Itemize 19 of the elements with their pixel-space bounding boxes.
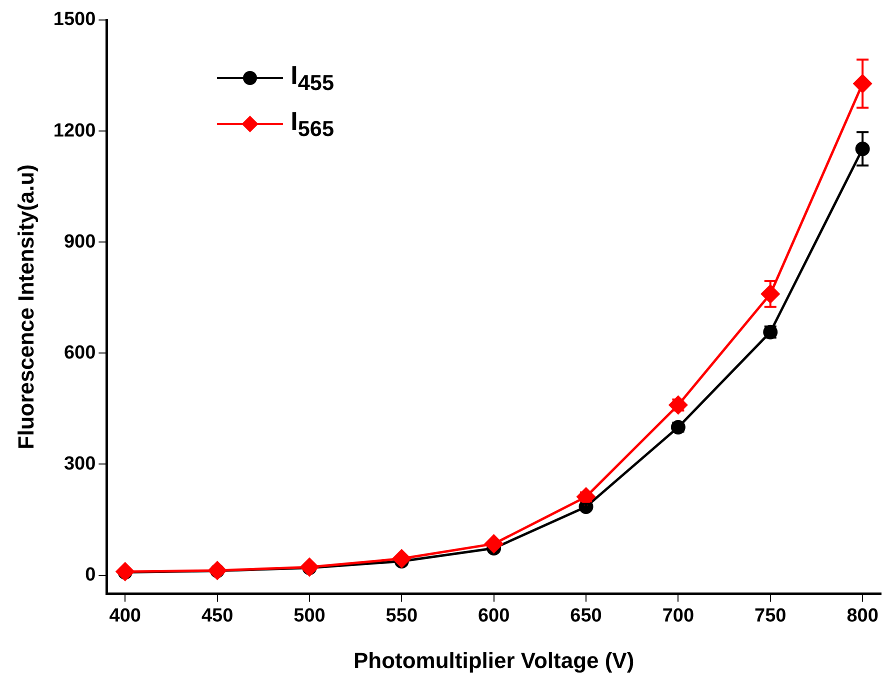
x-tick-label: 600	[478, 605, 510, 626]
x-tick-label: 800	[846, 605, 878, 626]
x-axis-title: Photomultiplier Voltage (V)	[353, 648, 634, 673]
x-tick-label: 750	[754, 605, 786, 626]
x-tick-label: 650	[570, 605, 602, 626]
x-tick-label: 700	[662, 605, 694, 626]
legend-label: I$_{455}$	[290, 60, 334, 96]
y-tick-label: 900	[64, 231, 96, 252]
x-tick-label: 550	[386, 605, 418, 626]
y-tick-label: 600	[64, 342, 96, 364]
x-tick-label: 500	[294, 605, 326, 626]
y-tick-label: 1500	[53, 9, 96, 30]
y-axis-title: Fluorescence Intensity(a.u)	[13, 164, 38, 450]
x-tick-label: 400	[109, 605, 141, 626]
y-tick-label: 300	[64, 453, 96, 474]
y-tick-label: 1200	[53, 120, 96, 142]
x-tick-label: 450	[201, 605, 234, 626]
y-tick-label: 0	[85, 564, 96, 586]
legend-label: I$_{565}$	[290, 106, 334, 142]
